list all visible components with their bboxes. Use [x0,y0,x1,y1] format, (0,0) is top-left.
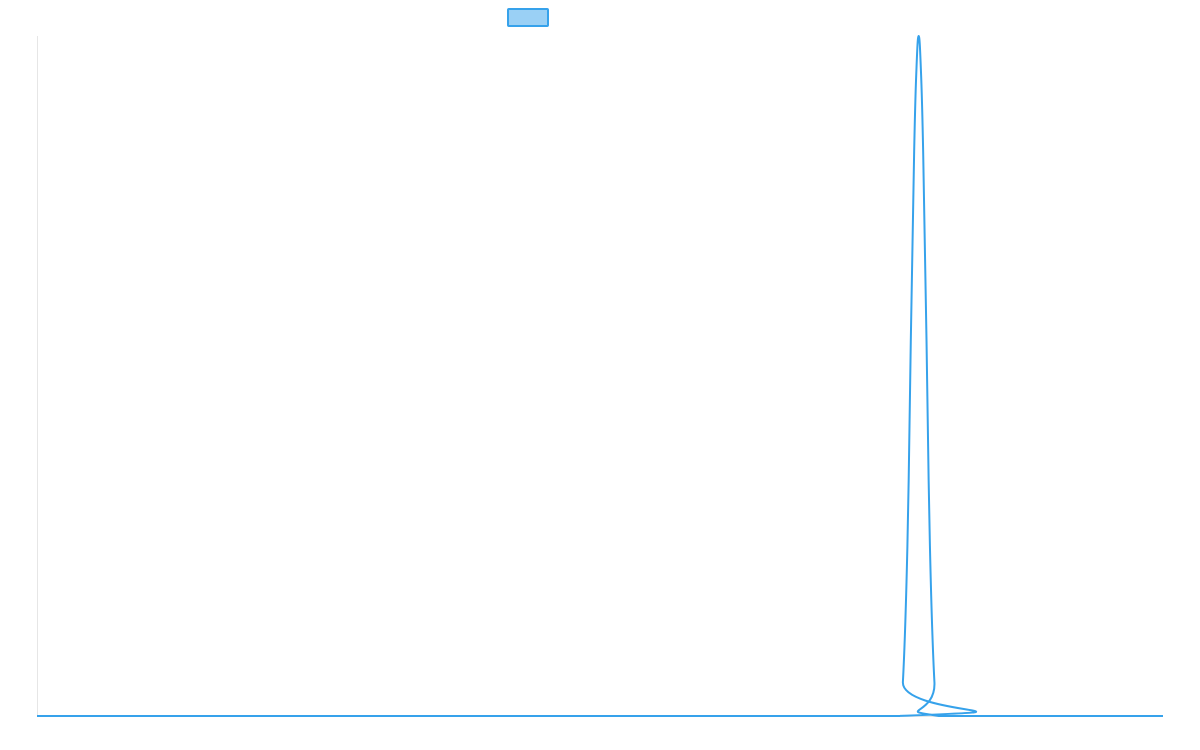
series-line-0[interactable] [37,35,1163,718]
legend-swatch[interactable] [507,8,549,27]
series-layer [37,35,1163,718]
